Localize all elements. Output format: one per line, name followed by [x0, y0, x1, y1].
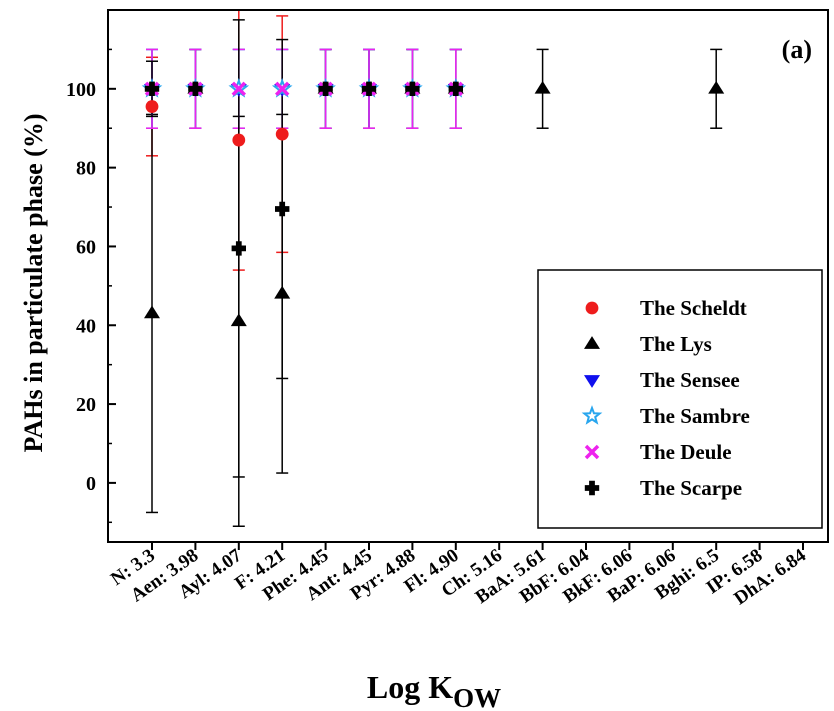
plot-area-frame — [107, 9, 829, 543]
legend-label-the-scheldt: The Scheldt — [640, 296, 747, 320]
y-tick-label: 0 — [86, 473, 96, 495]
legend-label-the-sensee: The Sensee — [640, 368, 740, 392]
the-scheldt-point — [232, 133, 246, 147]
legend-label-the-scarpe: The Scarpe — [640, 476, 742, 500]
the-scheldt-point — [145, 100, 159, 113]
the-lys-point — [230, 313, 247, 327]
y-axis-title: PAHs in particulate phase (%) — [19, 114, 48, 453]
the-lys-point — [534, 80, 551, 94]
the-lys-point — [708, 80, 725, 94]
legend-label-the-lys: The Lys — [640, 332, 712, 356]
the-scarpe-point — [405, 81, 420, 97]
y-tick-label: 100 — [66, 79, 96, 101]
the-scarpe-point — [144, 81, 160, 97]
y-tick-label: 60 — [76, 236, 96, 258]
the-deule-point — [231, 81, 247, 97]
legend-marker-the-scheldt — [585, 301, 599, 315]
legend: The Scheldt The Lys The Sensee The Sambre Th… — [537, 269, 823, 529]
the-scarpe-point — [275, 201, 290, 217]
legend-label-the-sambre: The Sambre — [640, 404, 750, 428]
legend-marker-the-scarpe — [584, 480, 600, 496]
x-axis-title-main: Log K — [367, 669, 453, 705]
the-scarpe-point — [188, 81, 203, 97]
x-axis-title: Log KOW — [367, 669, 501, 711]
the-scarpe-point — [318, 81, 333, 97]
legend-marker-the-lys — [584, 336, 600, 349]
y-tick-label: 20 — [76, 394, 96, 416]
the-scarpe-point — [361, 81, 377, 97]
x-axis-title-subscript: OW — [453, 683, 501, 711]
the-scarpe-point — [448, 81, 463, 97]
legend-label-the-deule: The Deule — [640, 440, 732, 464]
legend-marker-the-sensee — [584, 375, 600, 388]
legend-box — [537, 269, 823, 529]
the-scarpe-point — [231, 241, 246, 256]
the-deule-point — [274, 81, 290, 97]
legend-marker-the-sambre — [581, 405, 603, 425]
y-tick-label: 40 — [76, 315, 96, 337]
y-tick-label: 80 — [76, 158, 96, 180]
the-scheldt-point — [275, 127, 289, 141]
the-lys-point — [144, 305, 160, 319]
legend-marker-the-deule — [584, 444, 600, 460]
panel-label: (a) — [782, 35, 812, 64]
the-lys-point — [274, 285, 291, 299]
